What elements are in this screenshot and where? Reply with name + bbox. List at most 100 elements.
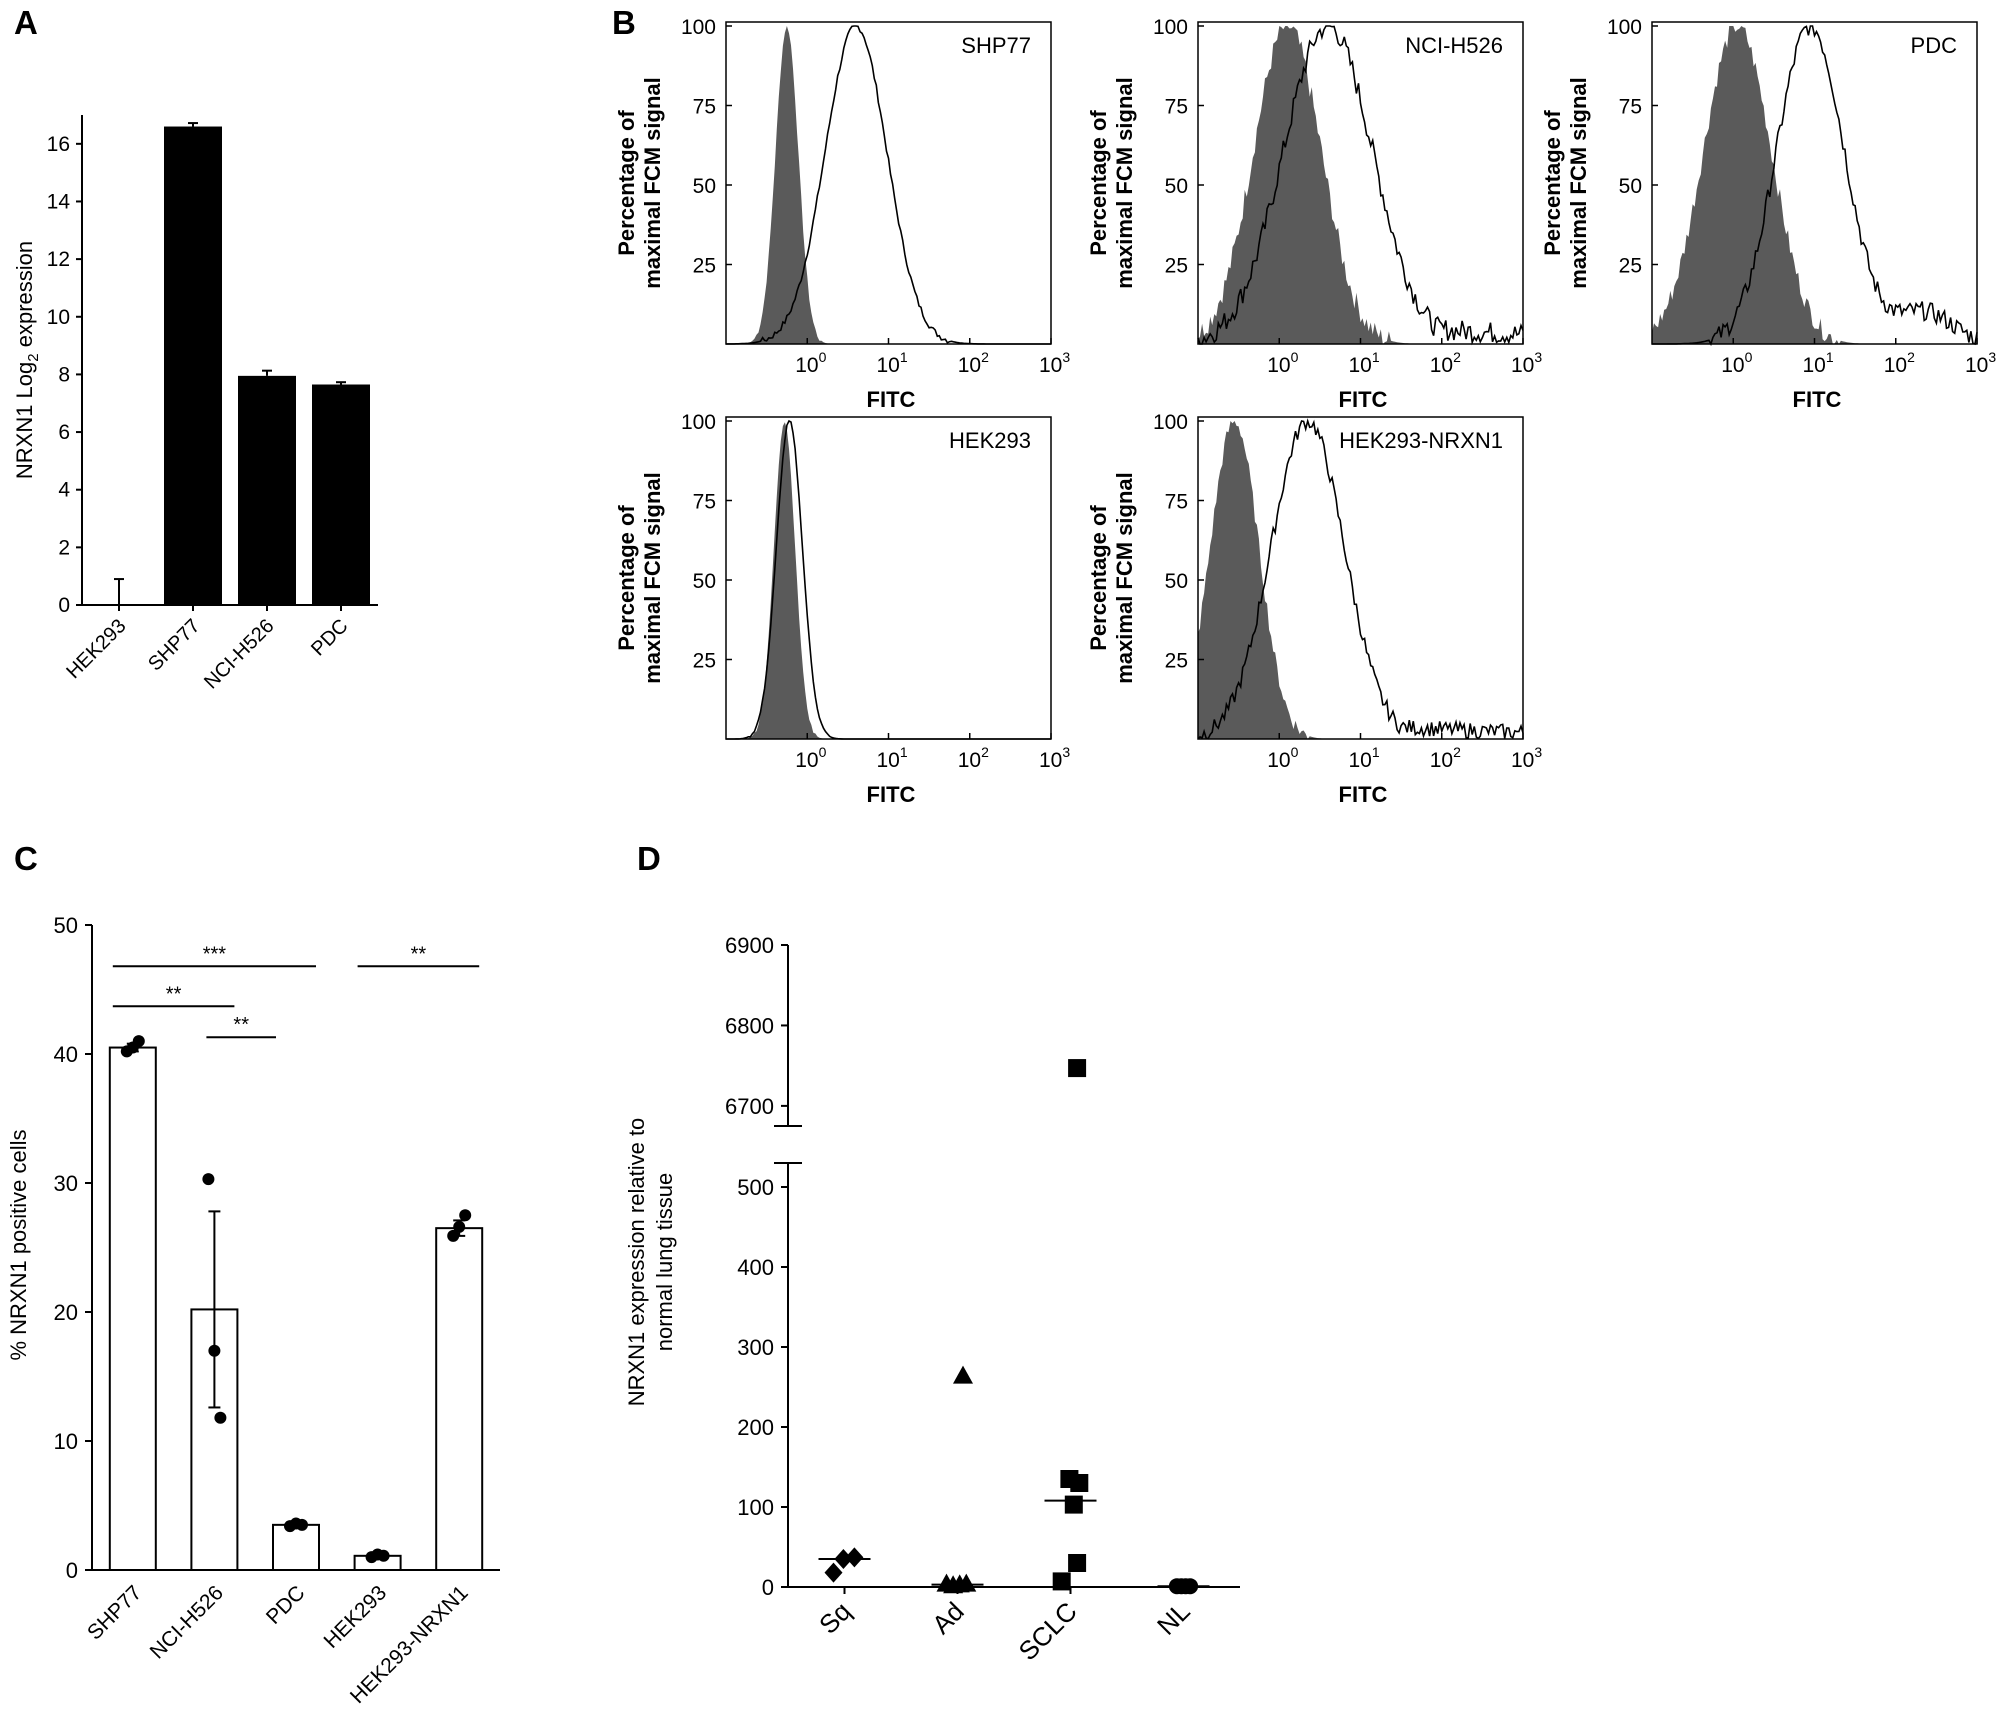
y-tick-label: 400 xyxy=(737,1255,774,1280)
chart-d: 0 100 200 300 400 500 6700 6800 6900 Sq Ad SCLC NL NR… xyxy=(624,933,1240,1666)
y-tick-label: 100 xyxy=(1153,411,1188,434)
x-tick-label: 100 xyxy=(795,349,826,377)
x-tick-label: NCI-H526 xyxy=(200,615,278,693)
y-tick-label: 25 xyxy=(1619,255,1642,278)
y-axis-title-2: maximal FCM signal xyxy=(1566,77,1591,289)
y-tick-label: 25 xyxy=(693,255,716,278)
chart-b: 25 50 75 100 100 101 102 103 FITC SHP77 Percentage… xyxy=(614,16,1996,807)
x-tick-label: 102 xyxy=(1430,744,1461,772)
y-tick-label: 16 xyxy=(47,133,70,156)
significance-label: ** xyxy=(411,943,427,965)
marker-diamond xyxy=(824,1562,843,1583)
x-tick-label: 101 xyxy=(877,349,908,377)
y-tick-label: 50 xyxy=(693,570,716,593)
x-tick-label: 103 xyxy=(1039,349,1070,377)
y-tick-label: 12 xyxy=(47,248,70,271)
control-area xyxy=(1652,26,1977,344)
panel-name: HEK293-NRXN1 xyxy=(1339,428,1503,453)
control-area xyxy=(726,26,1051,344)
marker-square xyxy=(1052,1572,1071,1591)
control-area xyxy=(1198,421,1523,739)
x-tick-label: NCI-H526 xyxy=(146,1581,228,1663)
y-tick-label: 200 xyxy=(737,1415,774,1440)
y-axis-title-1: Percentage of xyxy=(614,110,639,256)
y-tick-label: 6900 xyxy=(725,933,774,958)
x-tick-label: 102 xyxy=(1430,349,1461,377)
stain-line xyxy=(1197,418,1524,740)
y-tick-label: 500 xyxy=(737,1175,774,1200)
y-axis-title-1: Percentage of xyxy=(1086,110,1111,256)
y-tick-label: 4 xyxy=(58,479,70,502)
x-tick-label: 101 xyxy=(1803,349,1834,377)
x-axis-title: FITC xyxy=(867,387,916,412)
y-tick-label: 100 xyxy=(1607,16,1642,39)
y-axis-title-2: normal lung tissue xyxy=(652,1173,677,1352)
bar-PDC xyxy=(312,384,370,605)
x-tick-label: 102 xyxy=(958,744,989,772)
data-point xyxy=(377,1549,390,1562)
x-tick-label: Ad xyxy=(926,1596,970,1640)
x-axis-title: FITC xyxy=(1793,387,1842,412)
y-tick-label: 50 xyxy=(1165,175,1188,198)
y-tick-label: 0 xyxy=(58,594,70,617)
y-tick-label: 75 xyxy=(1619,96,1642,119)
x-tick-label: 102 xyxy=(958,349,989,377)
x-axis-title: FITC xyxy=(1339,782,1388,807)
y-axis-title-1: Percentage of xyxy=(614,505,639,651)
histogram-SHP77: 25 50 75 100 100 101 102 103 FITC SHP77 Percentage… xyxy=(614,16,1070,412)
y-tick-label: 75 xyxy=(693,96,716,119)
data-point xyxy=(459,1209,472,1222)
x-tick-label: 100 xyxy=(1721,349,1752,377)
data-point xyxy=(202,1173,215,1186)
panel-name: HEK293 xyxy=(949,428,1031,453)
y-axis-title-2: maximal FCM signal xyxy=(640,77,665,289)
y-tick-label: 6800 xyxy=(725,1013,774,1038)
x-tick-label: PDC xyxy=(262,1581,310,1629)
y-tick-label: 50 xyxy=(693,175,716,198)
bar-PDC xyxy=(272,1523,320,1571)
y-tick-label: 100 xyxy=(681,411,716,434)
histogram-HEK293: 25 50 75 100 100 101 102 103 FITC HEK293 Percentag… xyxy=(614,411,1070,807)
x-tick-label: 100 xyxy=(1267,744,1298,772)
y-tick-label: 6 xyxy=(58,421,70,444)
x-tick-label: SCLC xyxy=(1012,1596,1082,1666)
x-tick-label: 103 xyxy=(1511,744,1542,772)
x-tick-label: 100 xyxy=(795,744,826,772)
x-tick-label: Sq xyxy=(813,1596,857,1640)
x-tick-label: PDC xyxy=(307,615,352,660)
x-tick-label: 101 xyxy=(1349,744,1380,772)
y-tick-label: 50 xyxy=(1619,175,1642,198)
y-tick-label: 100 xyxy=(681,16,716,39)
y-tick-label: 25 xyxy=(693,650,716,673)
bar-SHP77 xyxy=(108,1046,157,1572)
marker-triangle xyxy=(956,1573,977,1592)
y-tick-label: 8 xyxy=(58,363,70,386)
data-point xyxy=(296,1518,308,1531)
marker-square xyxy=(1070,1474,1089,1492)
x-tick-label: 100 xyxy=(1267,349,1298,377)
y-tick-label: 50 xyxy=(1165,570,1188,593)
x-tick-label: 103 xyxy=(1511,349,1542,377)
marker-triangle xyxy=(953,1365,973,1384)
data-point xyxy=(447,1229,460,1242)
y-tick-label: 40 xyxy=(54,1042,78,1067)
marker-square xyxy=(1068,1059,1087,1078)
y-tick-label: 0 xyxy=(66,1558,78,1583)
y-tick-label: 14 xyxy=(47,190,71,213)
panel-name: SHP77 xyxy=(961,33,1031,58)
marker-diamond xyxy=(845,1547,864,1568)
y-tick-label: 25 xyxy=(1165,255,1188,278)
x-tick-label: 103 xyxy=(1965,349,1996,377)
panel-label-d: D xyxy=(637,840,661,877)
bar-NCI-H526 xyxy=(238,375,296,605)
x-tick-label: NL xyxy=(1151,1596,1196,1641)
panel-label-b: B xyxy=(612,4,636,41)
panel-label-c: C xyxy=(14,840,38,877)
control-area xyxy=(726,422,1051,739)
significance-label: *** xyxy=(203,943,227,965)
histogram-HEK293-NRXN1: 25 50 75 100 100 101 102 103 FITC HEK293-NRXN1 Per… xyxy=(1086,411,1542,807)
y-tick-label: 50 xyxy=(54,913,78,938)
panel-name: PDC xyxy=(1911,33,1958,58)
